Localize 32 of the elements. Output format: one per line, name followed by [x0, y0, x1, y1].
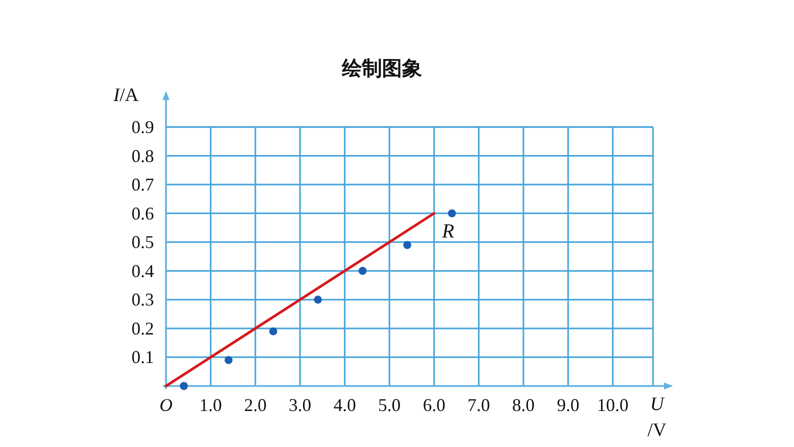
y-tick-label: 0.4 [132, 260, 154, 281]
xlabel: /V [648, 420, 666, 441]
y-tick-label: 0.8 [132, 146, 154, 166]
x-tick-label: 7.0 [468, 395, 490, 415]
x-tick-label: 3.0 [288, 395, 312, 415]
point [448, 209, 456, 218]
x-tick-label: 1.0 [199, 395, 222, 415]
x-tick-label: 6.0 [422, 395, 446, 415]
point [403, 240, 412, 249]
x-tick-label: 9.0 [556, 395, 580, 415]
point [180, 382, 188, 390]
y-tick-label: 0.9 [132, 117, 154, 137]
x-tick-label: O [160, 395, 172, 415]
x-tick-label: 8.0 [512, 395, 535, 415]
x-tick-label: 10.0 [597, 395, 629, 415]
x-tick-label: 4.0 [333, 395, 356, 415]
y-tick-label: 0.5 [132, 232, 154, 252]
x-tick-label: 5.0 [378, 395, 401, 415]
y-tick-label: 0.1 [132, 347, 154, 368]
series-name: R [442, 220, 454, 242]
title: 绘制图象 [342, 58, 422, 80]
point [224, 356, 233, 364]
y-tick-label: 0.7 [132, 174, 154, 195]
point [314, 296, 322, 304]
y-tick-label: 0.2 [132, 318, 154, 338]
ylabel: I/A [113, 85, 139, 106]
y-tick-label: 0.6 [132, 203, 154, 224]
y-tick-label: 0.3 [132, 290, 154, 310]
x-tick-label: 2.0 [244, 395, 267, 415]
point [358, 266, 367, 275]
point [269, 327, 278, 336]
xlabel: U [650, 394, 664, 415]
